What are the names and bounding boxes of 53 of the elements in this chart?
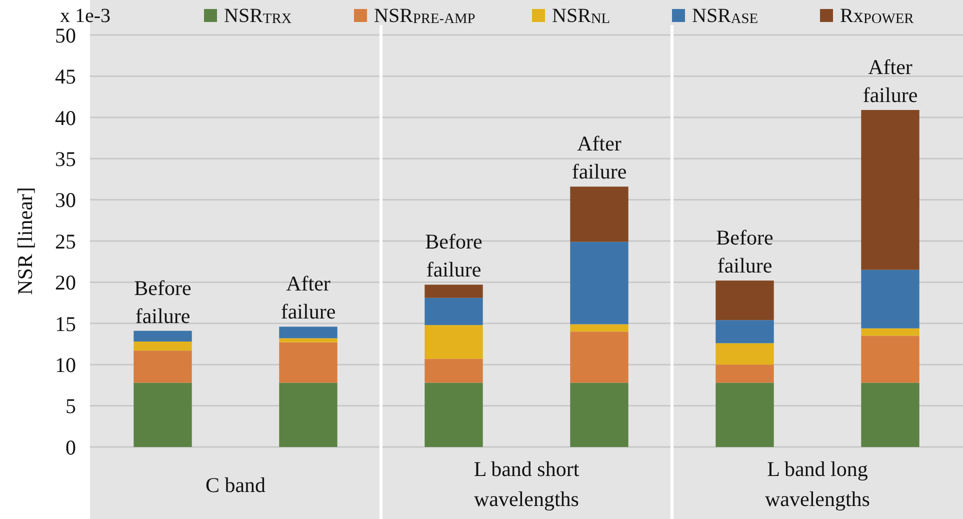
bar [861,110,920,270]
bar [716,320,774,344]
bar [279,326,338,338]
y-tick-label: 30 [55,188,76,212]
legend-label: RxPOWER [840,5,914,27]
bar [570,332,628,383]
bar [424,284,483,298]
bar [134,342,192,351]
legend-label: NSRTRX [224,5,292,27]
bar [279,382,338,447]
bar [716,280,774,320]
bar [424,325,483,359]
bar [861,382,920,447]
bar [861,328,920,336]
x-tick-label: Before failure [716,226,774,278]
y-tick-label: 40 [55,106,76,130]
y-tick-label: 0 [66,435,76,460]
x-tick-label: Before failure [425,230,482,282]
legend-label: NSRPRE-AMP [374,5,476,27]
y-tick-label: 15 [55,312,76,336]
y-tick-label: 10 [55,352,76,377]
legend-label: NSRNL [552,5,610,27]
x-tick-label: After failure [280,272,336,324]
bar [861,270,920,328]
y-axis-title: NSR [linear] [13,187,37,295]
bar [716,343,774,365]
bar [861,336,920,383]
bar [134,330,192,342]
x-tick-label: After failure [862,54,918,107]
text: C band [205,473,266,497]
bar [570,324,628,332]
bar [424,298,483,326]
bar [570,242,628,324]
y-tick-label: 25 [55,229,76,254]
x-tick-label: After failure [572,132,627,184]
bar [134,382,192,447]
bar [570,186,628,242]
bar [279,338,338,342]
text: L band short wavelengths [474,457,580,511]
text: L band long wavelengths [765,457,870,511]
bar [570,382,628,447]
bar [716,382,774,447]
x-tick-label: Before failure [134,276,192,328]
y-tick-label: 20 [55,270,76,295]
bar [716,364,774,383]
bar [134,350,192,383]
bar [279,342,338,383]
legend-label: NSRASE [692,5,758,27]
bar [424,358,483,383]
y-tick-label: 45 [55,64,76,89]
bar [424,382,483,447]
y-tick-label: 35 [55,146,76,171]
y-tick-label: 5 [66,394,76,418]
